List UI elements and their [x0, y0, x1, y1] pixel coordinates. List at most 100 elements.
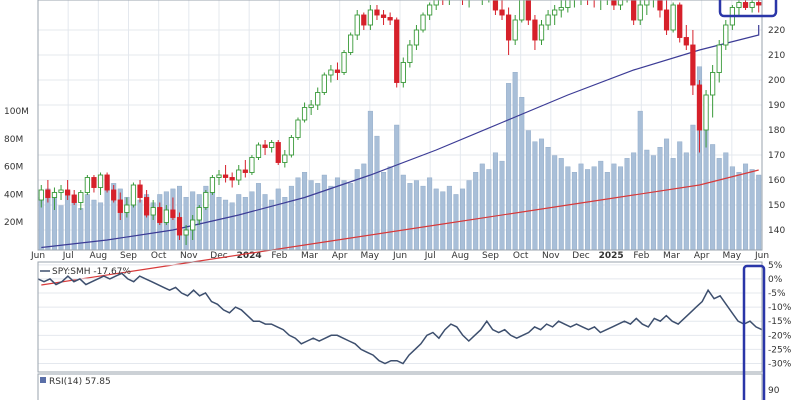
candle-body — [354, 14, 360, 36]
time-axis-label: Jul — [62, 251, 74, 261]
volume-bar — [348, 183, 354, 251]
volume-bar — [585, 169, 591, 251]
candle-body — [111, 189, 117, 201]
volume-bar — [611, 163, 617, 251]
time-axis-label: Apr — [694, 251, 710, 261]
candle-body — [150, 207, 156, 216]
volume-bar — [413, 180, 419, 251]
volume-bar — [690, 124, 696, 251]
volume-bar — [209, 188, 215, 251]
volume-bar — [617, 166, 623, 251]
ratio-panel: 5% 0% -5% -10% -15% -20% -25% -30% SPY:SMH -17.6… — [37, 261, 792, 373]
volume-bar — [98, 202, 104, 251]
time-axis-label: Jun — [30, 251, 45, 261]
candle-body — [117, 199, 123, 213]
volume-tick-label: 100M — [4, 107, 29, 117]
candle-body — [387, 17, 393, 21]
volume-tick-label: 60M — [4, 163, 23, 173]
candle-body — [229, 177, 235, 181]
highlight-boxes — [718, 0, 778, 404]
volume-bar — [539, 138, 545, 251]
time-axis-label: Sep — [482, 251, 499, 261]
volume-bar — [236, 194, 242, 251]
rsi-panel: RSI(14) 57.85 90 — [37, 373, 780, 403]
volume-bar — [756, 174, 762, 251]
volume-bar — [275, 188, 281, 251]
volume-bar — [216, 197, 222, 251]
candle-body — [611, 0, 617, 6]
volume-bar — [420, 185, 426, 251]
candle-body — [426, 4, 433, 16]
volume-bar — [578, 163, 584, 251]
ratio-tick-label: -5% — [768, 289, 786, 299]
price-tick-label: 210 — [768, 51, 785, 61]
candle-body — [315, 92, 321, 106]
ratio-panel-border — [37, 261, 763, 373]
candle-body — [492, 0, 499, 11]
candle-body — [394, 19, 400, 83]
candle-body — [525, 0, 531, 21]
volume-bar — [229, 202, 235, 251]
candle-body — [657, 0, 663, 11]
rsi-legend-label: RSI(14) 57.85 — [49, 377, 111, 387]
volume-bar — [387, 166, 393, 251]
ratio-line — [37, 272, 763, 365]
time-axis-label: Aug — [452, 251, 470, 261]
volume-bar — [571, 172, 577, 251]
volume-bar — [558, 158, 564, 251]
candle-body — [58, 189, 64, 193]
candle-body — [97, 174, 104, 188]
volume-bar — [749, 169, 755, 251]
volume-bar — [71, 199, 77, 251]
price-panel-border — [37, 0, 763, 251]
volume-bar — [374, 135, 380, 251]
candle-body — [130, 184, 137, 206]
ratio-tick-label: 0% — [768, 275, 783, 285]
candle-body — [143, 197, 150, 216]
volume-bar — [716, 158, 722, 251]
volume-bar — [321, 174, 327, 251]
volume-bar — [604, 172, 610, 251]
price-tick-label: 220 — [768, 26, 785, 36]
candle-body — [716, 44, 722, 73]
candle-body — [617, 0, 624, 6]
candle-body — [420, 14, 426, 31]
volume-bar — [519, 97, 525, 251]
candle-body — [137, 184, 143, 198]
volume-bar — [657, 147, 663, 251]
candle-body — [301, 107, 308, 121]
candle-body — [222, 174, 229, 178]
volume-bar — [242, 197, 248, 251]
candle-body — [242, 169, 248, 173]
volume-bar — [427, 177, 433, 251]
volume-bar — [91, 199, 97, 251]
highlight-box-price — [718, 0, 778, 18]
ratio-tick-label: -15% — [768, 317, 792, 327]
price-panel: 140 150 160 170 180 190 200 210 220 20M 40M 60M 80M 1… — [4, 0, 785, 286]
candle-body — [196, 207, 202, 221]
candle-body — [176, 217, 183, 236]
candle-body — [282, 154, 288, 163]
volume-bar — [137, 199, 143, 251]
candle-body — [407, 44, 413, 63]
volume-bar — [288, 185, 294, 251]
volume-bar — [664, 138, 670, 251]
candle-body — [51, 192, 58, 198]
candle-body — [104, 174, 110, 191]
volume-bar — [499, 160, 505, 251]
time-axis-label: Nov — [180, 251, 198, 261]
volume-bar — [677, 141, 683, 251]
candle-body — [321, 74, 327, 93]
candle-body — [670, 4, 676, 31]
volume-bar — [446, 185, 452, 251]
volume-bar — [492, 152, 498, 251]
candle-body — [552, 9, 558, 16]
price-tick-label: 140 — [768, 226, 785, 236]
candle-body — [91, 177, 97, 188]
volume-bar — [670, 158, 676, 251]
time-axis-label: Jun — [754, 251, 769, 261]
candle-body — [157, 207, 163, 223]
ratio-tick-label: -10% — [768, 303, 792, 313]
volume-bar — [282, 197, 288, 251]
volume-bar — [644, 149, 650, 251]
